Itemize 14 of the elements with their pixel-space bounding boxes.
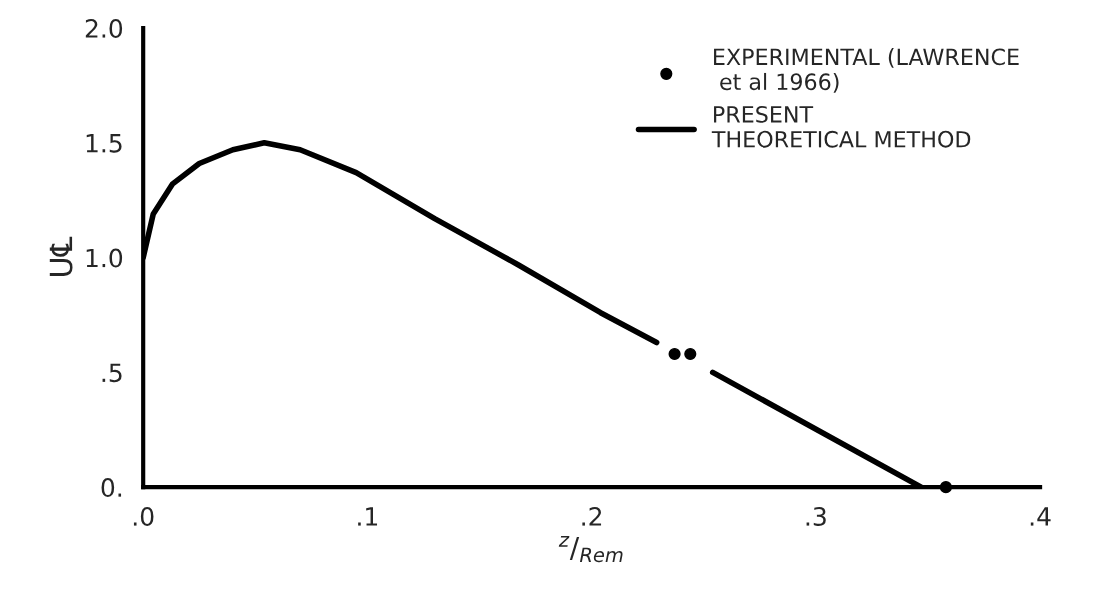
y-tick-label: 1.0	[86, 248, 123, 268]
x-tick-label: .2	[582, 507, 602, 526]
x-tick-label: .1	[358, 507, 378, 526]
x-tick-label: .0	[133, 507, 154, 526]
legend-label: EXPERIMENTAL (LAWRENCE et al 1966)	[714, 48, 1019, 93]
x-tick-label: .4	[1030, 507, 1051, 526]
y-tick-label: 0.	[101, 478, 122, 498]
x-tick-label: .3	[806, 507, 826, 526]
legend-label: PRESENT THEORETICAL METHOD	[711, 105, 971, 148]
y-tick-label: 1.5	[86, 134, 122, 153]
y-axis-title: U℄	[49, 236, 73, 276]
y-tick-label: 2.0	[85, 19, 123, 38]
y-tick-label: .5	[102, 363, 122, 383]
x-axis-title: $^{z}$/$_{Rem}$	[558, 536, 623, 563]
